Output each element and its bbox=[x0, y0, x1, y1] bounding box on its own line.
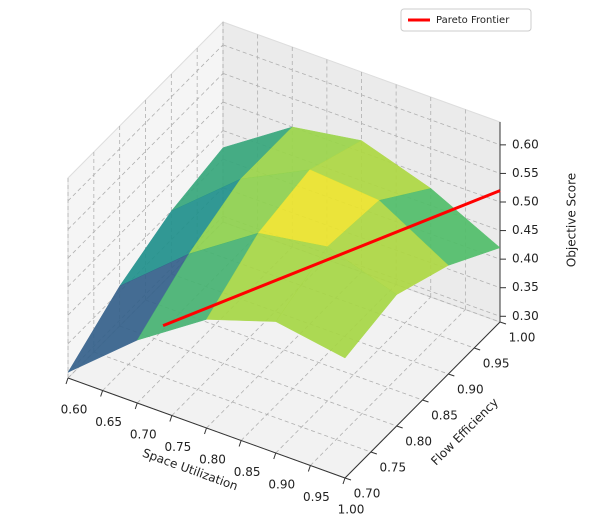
x-tick-label: 0.75 bbox=[165, 440, 192, 454]
y-tick-label: 0.70 bbox=[354, 487, 381, 501]
x-tick-label: 0.65 bbox=[95, 415, 122, 429]
x-axis-line bbox=[67, 377, 346, 479]
y-tick-label: 0.80 bbox=[405, 435, 432, 449]
x-tick bbox=[307, 465, 311, 472]
legend-label: Pareto Frontier bbox=[436, 15, 510, 26]
z-tick-label: 0.60 bbox=[512, 137, 539, 151]
surface-patch bbox=[275, 246, 398, 359]
grid-line bbox=[67, 73, 224, 230]
z-tick-label: 0.35 bbox=[512, 280, 539, 294]
grid-line bbox=[222, 73, 501, 174]
y-axis-label: Flow Efficiency bbox=[428, 395, 501, 468]
legend-box bbox=[400, 8, 532, 32]
y-tick-label: 0.90 bbox=[457, 383, 484, 397]
y-tick bbox=[370, 451, 377, 455]
x-tick bbox=[342, 477, 346, 485]
z-tick-label: 0.30 bbox=[512, 309, 539, 323]
y-tick bbox=[422, 399, 429, 403]
grid-line bbox=[67, 130, 224, 287]
y-tick-label: 0.95 bbox=[483, 357, 510, 371]
z-tick-label: 0.45 bbox=[512, 223, 539, 237]
z-tick-label: 0.50 bbox=[512, 195, 539, 209]
x-tick-label: 0.90 bbox=[268, 478, 295, 492]
grid-line bbox=[119, 325, 397, 427]
y-tick bbox=[474, 347, 481, 351]
y-tick bbox=[344, 477, 352, 481]
x-tick-label: 0.80 bbox=[199, 453, 226, 467]
y-tick bbox=[499, 321, 507, 325]
x-tick bbox=[134, 402, 138, 410]
x-tick bbox=[169, 415, 173, 422]
grid-line bbox=[310, 309, 466, 466]
x-tick-label: 1.00 bbox=[338, 503, 365, 517]
z-tick-label: 0.55 bbox=[512, 166, 539, 180]
y-tick bbox=[448, 373, 455, 377]
grid-line bbox=[67, 101, 224, 259]
x-tick-label: 0.60 bbox=[61, 403, 88, 417]
x-tick-label: 0.95 bbox=[303, 490, 330, 504]
x-tick bbox=[65, 377, 69, 385]
x-tick bbox=[273, 452, 277, 460]
y-axis-line bbox=[344, 321, 501, 479]
x-tick bbox=[204, 427, 207, 435]
x-tick-label: 0.70 bbox=[130, 428, 157, 442]
z-axis-label: Objective Score bbox=[565, 173, 579, 267]
y-tick-label: 0.85 bbox=[431, 409, 458, 423]
x-tick bbox=[100, 390, 104, 397]
y-tick-label: 0.75 bbox=[379, 461, 406, 475]
z-tick-label: 0.40 bbox=[512, 252, 539, 266]
x-tick bbox=[238, 440, 242, 447]
pareto-line bbox=[162, 189, 501, 327]
x-tick-label: 0.85 bbox=[234, 465, 261, 479]
y-tick bbox=[396, 425, 403, 429]
grid-line bbox=[93, 351, 371, 453]
grid-line bbox=[67, 44, 224, 202]
y-tick-label: 1.00 bbox=[509, 331, 536, 345]
grid-line bbox=[222, 44, 501, 146]
